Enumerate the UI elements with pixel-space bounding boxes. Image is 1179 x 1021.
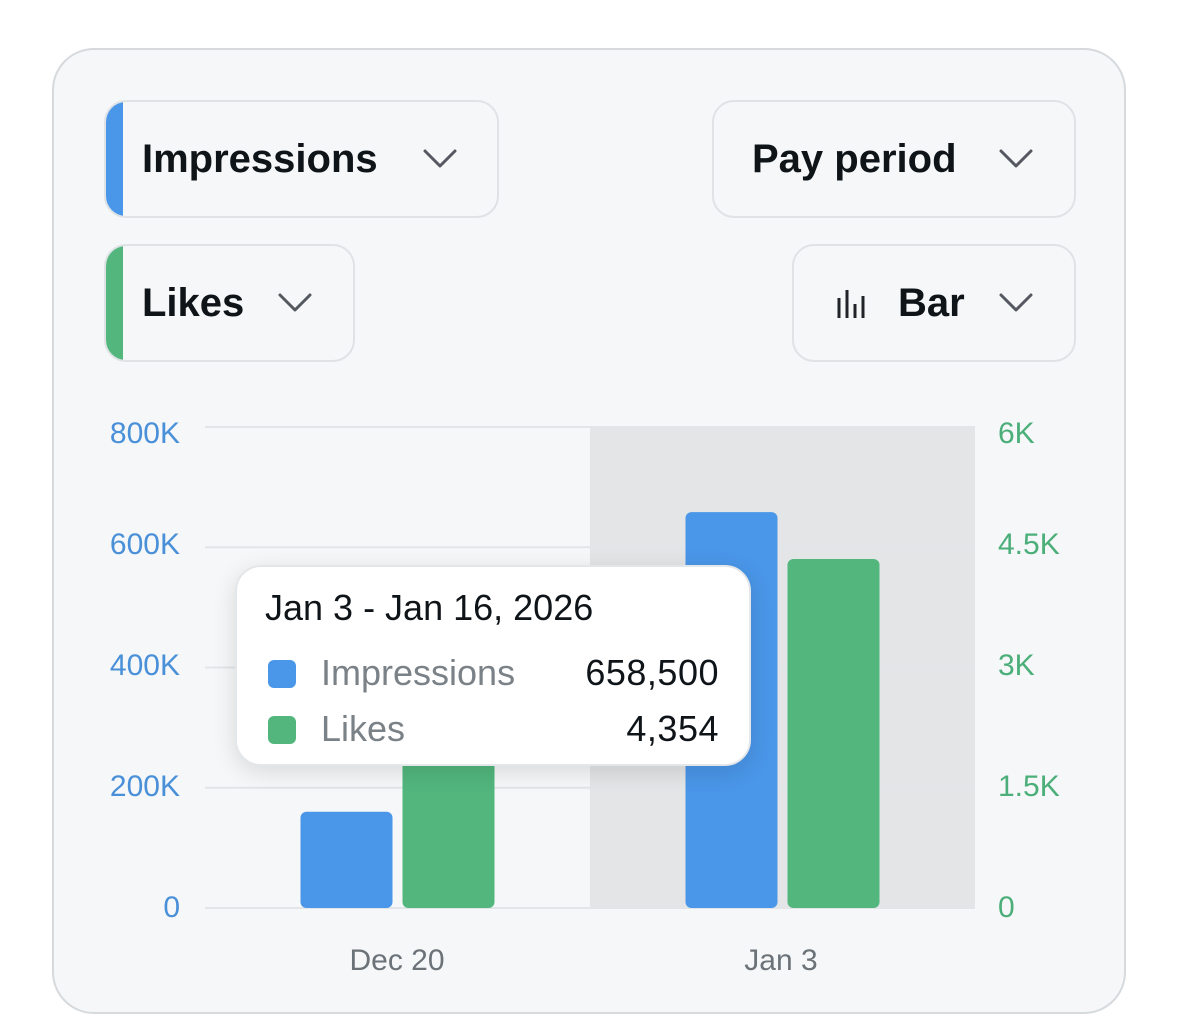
likes-color-indicator [106, 246, 123, 360]
chart-type-label: Bar [898, 280, 965, 325]
chevron-down-icon [423, 149, 457, 168]
period-select[interactable]: Pay period [712, 100, 1076, 218]
x-axis-label: Dec 20 [349, 944, 445, 977]
tooltip-title: Jan 3 - Jan 16, 2026 [265, 587, 594, 628]
bar-chart-icon [837, 290, 865, 318]
x-axis-label: Jan 3 [744, 944, 818, 977]
metric-select-impressions[interactable]: Impressions [104, 100, 499, 218]
left-axis-tick: 0 [163, 891, 180, 924]
tooltip-row-impressions: Impressions 658,500 [265, 652, 719, 696]
right-axis-tick: 3K [998, 649, 1035, 682]
metric-select-label: Likes [142, 280, 245, 325]
tooltip-row-likes: Likes 4,354 [265, 708, 719, 752]
chart-tooltip: Jan 3 - Jan 16, 2026 Impressions 658,500… [235, 565, 751, 766]
left-axis-tick: 800K [109, 417, 180, 450]
period-select-label: Pay period [752, 136, 957, 181]
chevron-down-icon [999, 293, 1033, 312]
right-axis-tick: 6K [998, 417, 1035, 450]
chevron-down-icon [278, 293, 312, 312]
right-axis-tick: 1.5K [998, 770, 1060, 803]
bar-impressions-dec-20 [300, 811, 393, 908]
right-axis-tick: 4.5K [998, 528, 1060, 561]
chevron-down-icon [999, 149, 1033, 168]
right-axis-tick: 0 [998, 891, 1015, 924]
left-axis-tick: 400K [109, 649, 180, 682]
impressions-swatch [268, 660, 296, 688]
tooltip-series-name: Likes [321, 708, 406, 749]
left-axis-tick: 200K [109, 770, 180, 803]
metric-select-likes[interactable]: Likes [104, 244, 355, 362]
impressions-color-indicator [106, 102, 123, 216]
bar-likes-jan-3 [787, 558, 880, 908]
metric-select-label: Impressions [142, 136, 378, 181]
tooltip-series-name: Impressions [321, 652, 516, 693]
chart-type-select[interactable]: Bar [792, 244, 1076, 362]
left-axis-tick: 600K [109, 528, 180, 561]
tooltip-series-value: 658,500 [585, 652, 719, 693]
tooltip-series-value: 4,354 [626, 708, 719, 749]
likes-swatch [268, 716, 296, 744]
